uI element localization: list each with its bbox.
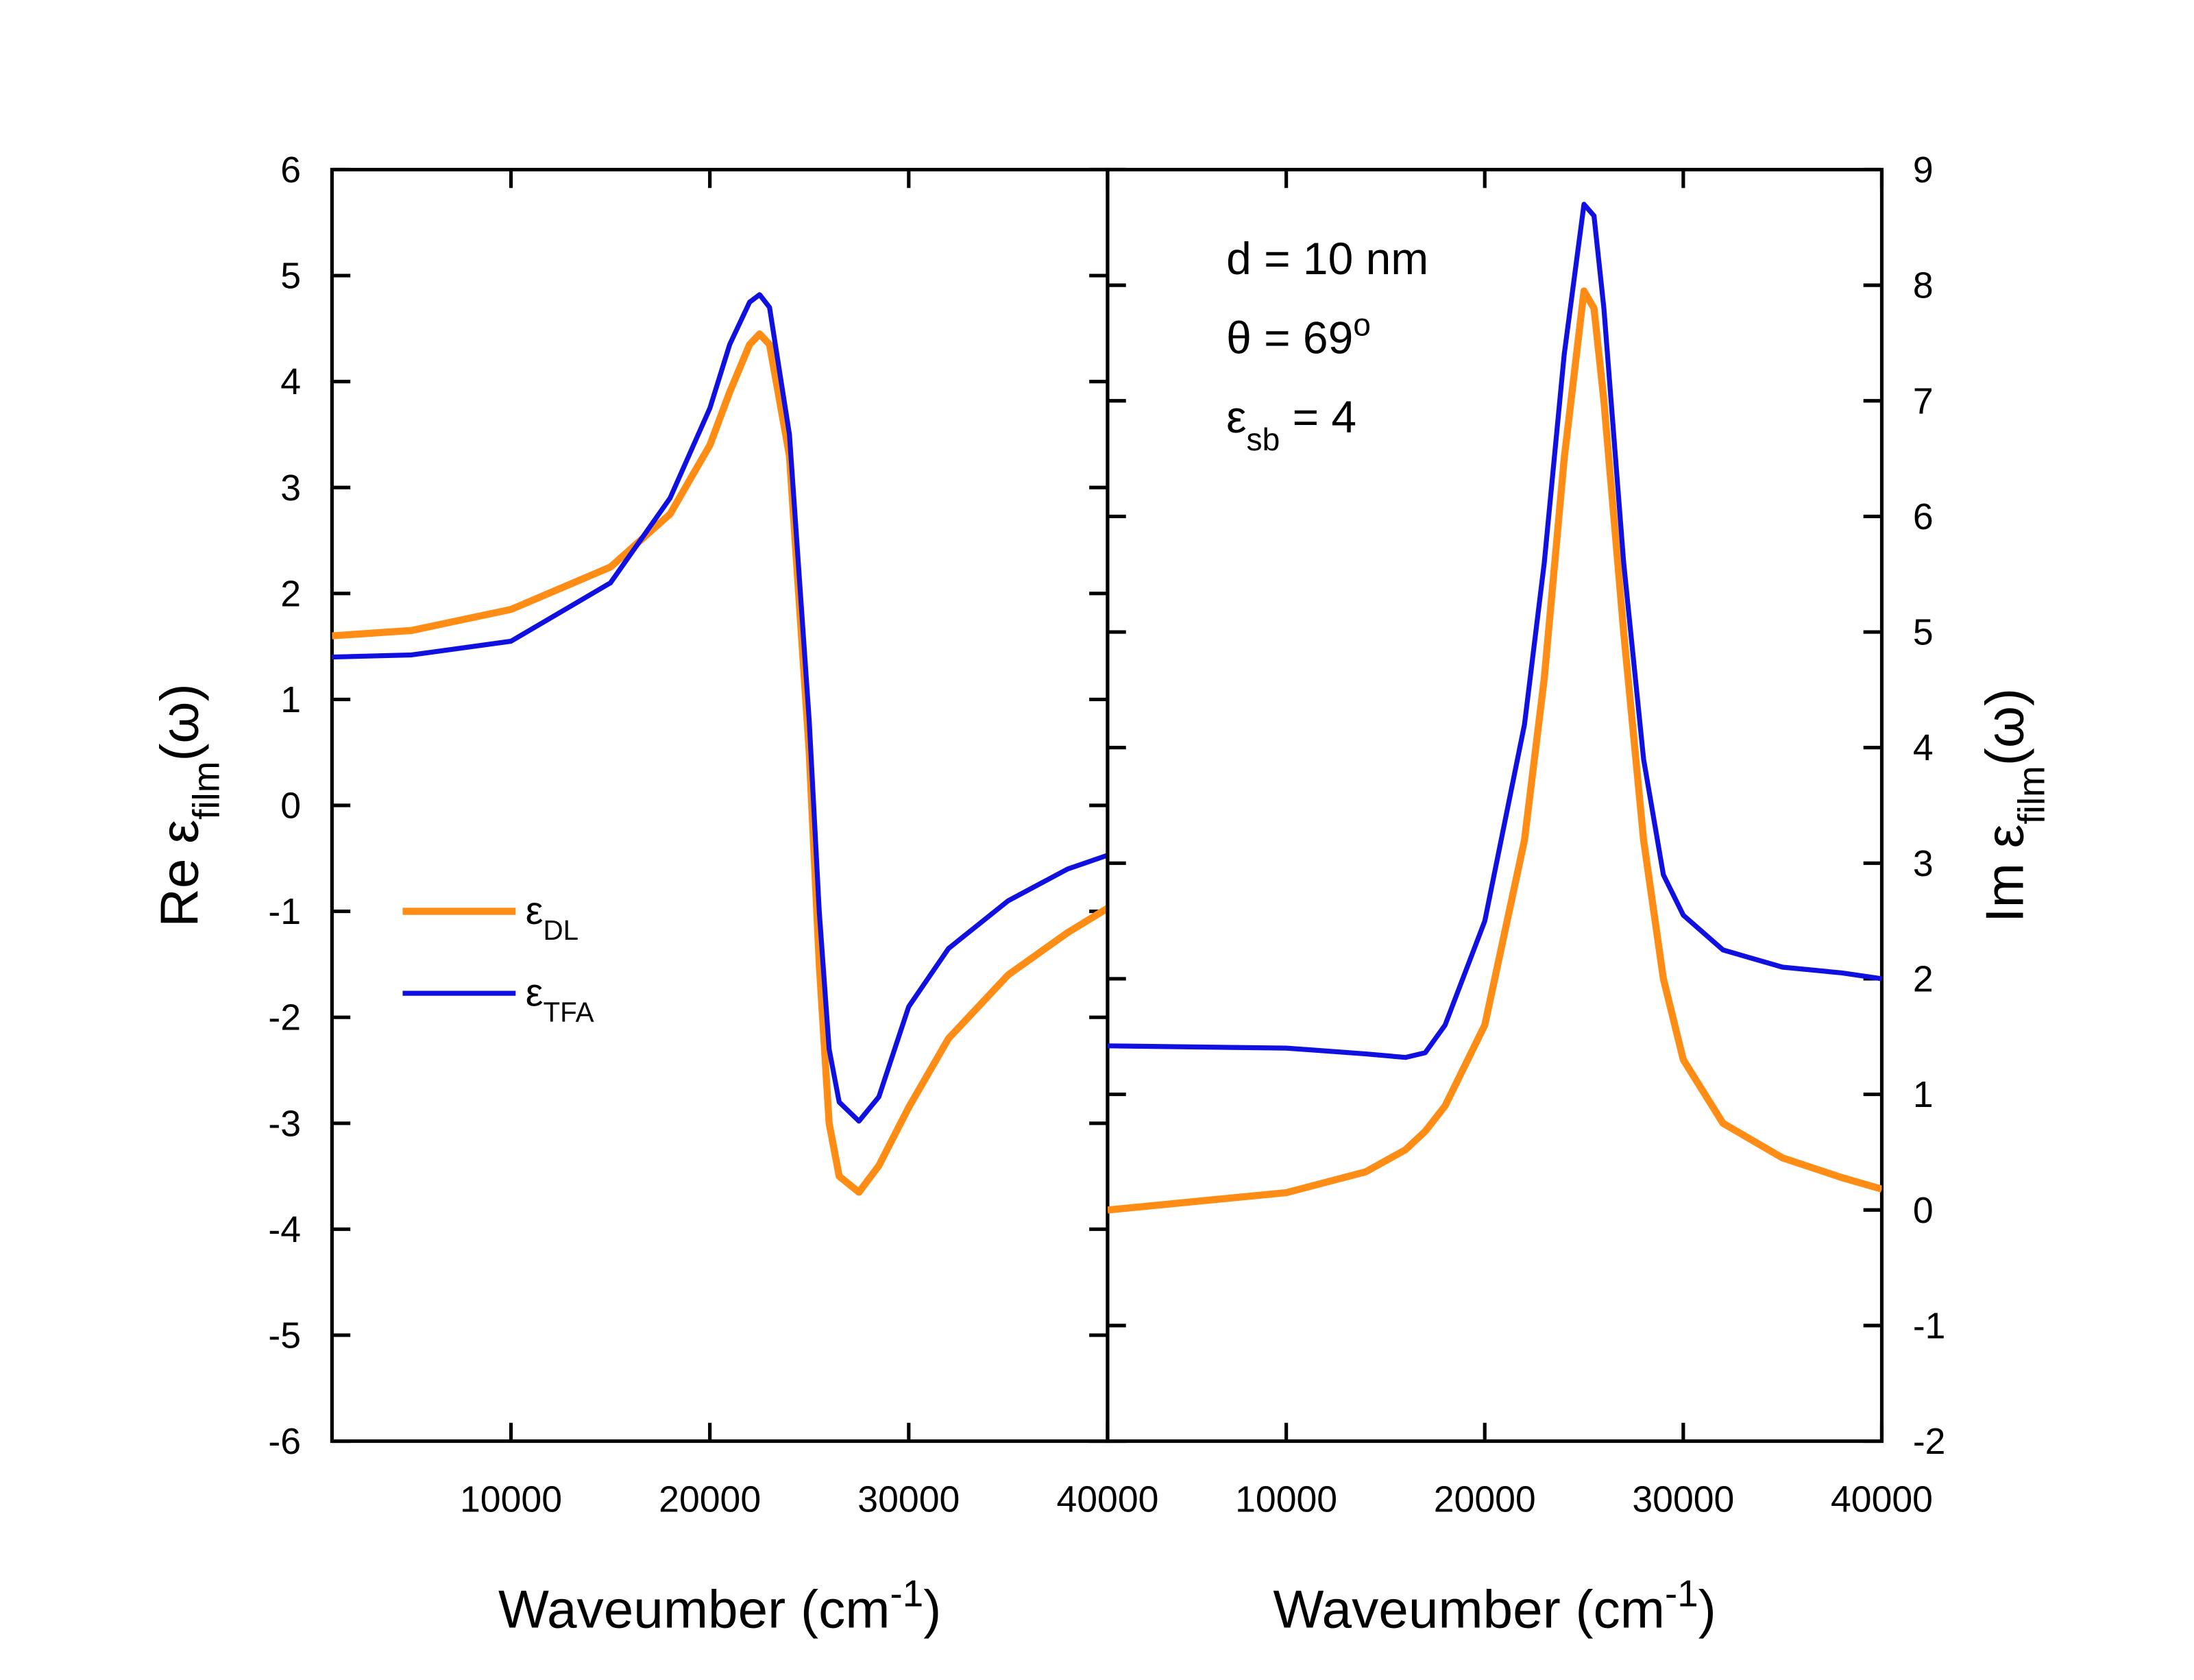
y-tick-label: -6 (268, 1421, 301, 1462)
x-tick-label: 40000 (1056, 1479, 1158, 1520)
y2-tick-label: 2 (1913, 959, 1934, 1000)
y2-tick-label: 0 (1913, 1190, 1934, 1231)
y-axis-label-part: Re ε (149, 820, 210, 927)
y-tick-label: -5 (268, 1315, 301, 1356)
plot-frame (330, 167, 1110, 1444)
x-tick-label: 30000 (1632, 1479, 1734, 1520)
legend-sub: TFA (543, 997, 594, 1028)
y2-tick-label: 5 (1913, 612, 1934, 653)
x-axis-label-part: ) (923, 1579, 941, 1640)
y-tick-label: 6 (280, 149, 301, 191)
legend-text: εTFA (526, 971, 594, 1028)
x-tick-label: 10000 (460, 1479, 562, 1520)
y-tick-label: -1 (268, 891, 301, 932)
y2-tick-label: -2 (1913, 1421, 1946, 1462)
annotation-part: ε (1226, 391, 1246, 442)
plot-frame (1106, 167, 1884, 1444)
y-tick-label: 1 (280, 679, 301, 720)
annotation: d = 10 nm (1226, 233, 1428, 284)
x-axis-label-part: Waveumber (cm (498, 1579, 890, 1640)
x-tick-label: 10000 (1235, 1479, 1337, 1520)
series-line (1107, 287, 1882, 1214)
x-axis-label-part: -1 (890, 1572, 923, 1615)
annotation-part: = 4 (1280, 391, 1356, 442)
y-tick-label: 0 (280, 786, 301, 827)
x-axis-label-part: Waveumber (cm (1273, 1579, 1665, 1640)
y-tick-label: -3 (268, 1103, 301, 1144)
y-axis-label-part: (ω) (149, 683, 210, 761)
y2-tick-label: 1 (1913, 1074, 1934, 1115)
legend-name: ε (526, 889, 544, 933)
y-axis-label-part: film (2010, 766, 2053, 824)
x-axis-label: Waveumber (cm-1) (1273, 1572, 1716, 1640)
y-axis-label: Im εfilm(ω) (1975, 688, 2053, 923)
annotation-part: d = 10 nm (1226, 233, 1428, 284)
x-axis-label: Waveumber (cm-1) (498, 1572, 941, 1640)
y2-tick-label: 9 (1913, 149, 1934, 191)
y2-tick-label: 8 (1913, 265, 1934, 306)
series-line (332, 330, 1108, 1196)
x-tick-label: 30000 (857, 1479, 960, 1520)
x-axis-label-part: ) (1698, 1579, 1716, 1640)
annotation-part: θ = 69 (1226, 312, 1353, 363)
y-axis-label-part: (ω) (1975, 688, 2035, 766)
y-tick-label: -4 (268, 1209, 301, 1250)
y-tick-label: -2 (268, 997, 301, 1038)
annotation-part: o (1353, 306, 1371, 342)
y2-tick-label: -1 (1913, 1305, 1946, 1346)
annotation-part: sb (1247, 422, 1280, 457)
y2-tick-label: 3 (1913, 843, 1934, 884)
x-axis-label-part: -1 (1665, 1572, 1698, 1615)
y2-tick-label: 4 (1913, 727, 1934, 768)
y2-tick-label: 7 (1913, 380, 1934, 422)
y-tick-label: 2 (280, 573, 301, 614)
annotation: εsb = 4 (1226, 391, 1356, 457)
annotation: θ = 69o (1226, 306, 1371, 363)
legend-name: ε (526, 971, 544, 1015)
x-tick-label: 20000 (659, 1479, 761, 1520)
legend-text: εDL (526, 889, 578, 946)
y-tick-label: 5 (280, 256, 301, 297)
series-line (332, 292, 1108, 1124)
y-axis-label-part: film (185, 762, 228, 820)
y-tick-label: 4 (280, 361, 301, 402)
y-axis-label: Re εfilm(ω) (149, 683, 228, 927)
y2-tick-label: 6 (1913, 496, 1934, 537)
series-line (1107, 202, 1882, 1060)
legend-sub: DL (543, 914, 578, 946)
x-tick-label: 40000 (1831, 1479, 1933, 1520)
y-tick-label: 3 (280, 467, 301, 509)
x-tick-label: 20000 (1434, 1479, 1536, 1520)
y-axis-label-part: Im ε (1975, 824, 2035, 923)
